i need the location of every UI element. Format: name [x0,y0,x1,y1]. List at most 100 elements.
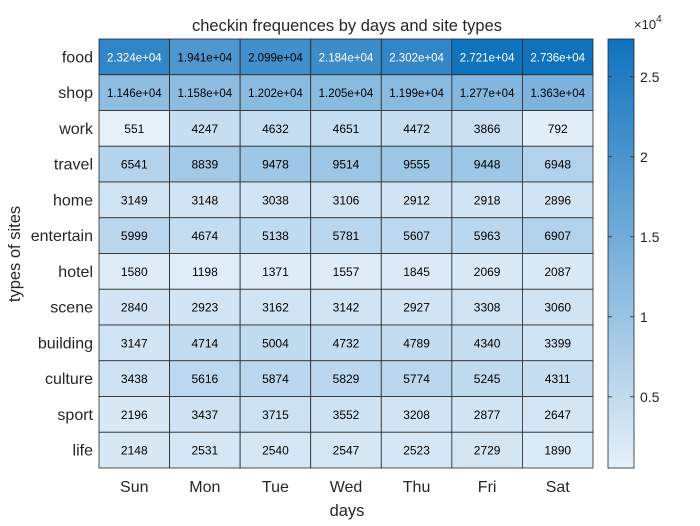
y-tick-label: shop [58,85,93,102]
heatmap-cell [380,217,453,254]
heatmap-cell [522,431,594,469]
x-tick-label: Thu [403,479,431,496]
heatmap-cell [380,431,453,469]
heatmap-cell [169,145,241,183]
colorbar-tick-label: 1 [640,309,648,325]
y-tick-label: sport [57,407,93,424]
y-tick-label: culture [45,371,93,388]
y-tick-label: life [73,443,94,460]
colorbar [607,38,635,469]
heatmap-cell [239,396,312,433]
cell-value-label: 3060 [544,301,571,315]
heatmap-cell [451,431,523,469]
heatmap-cell [310,396,382,433]
heatmap-cell [239,324,312,362]
heatmap-cell [310,288,382,326]
heatmap-cell [451,110,523,147]
heatmap-cell [310,217,382,254]
cell-value-label: 2547 [333,444,360,458]
cell-value-label: 5781 [333,229,360,243]
heatmap-cell [169,110,241,147]
cell-value-label: 5829 [333,372,360,386]
heatmap-cell [239,253,312,290]
y-axis-ticks: food shop work travel home entertain hotel scen… [31,49,94,459]
heatmap-cell [239,110,312,147]
cell-value-label: 792 [548,122,568,136]
heatmap-cell [98,181,170,219]
heatmap-cell [451,288,523,326]
cell-value-label: 2840 [121,301,148,315]
cell-value-label: 2523 [403,444,430,458]
cell-value-label: 3147 [121,336,148,350]
cell-value-label: 2069 [474,265,501,279]
cell-value-label: 1.199e+04 [389,88,444,100]
cell-value-label: 9478 [262,158,289,172]
heatmap-cell [310,253,382,290]
cell-value-label: 1890 [544,444,571,458]
cell-value-label: 5774 [403,372,430,386]
y-tick-label: travel [54,157,93,174]
x-tick-label: Mon [189,479,220,496]
cell-value-label: 2087 [544,265,571,279]
heatmap-cells: 2.324e+04 1.941e+04 2.099e+04 2.184e+04 2.30… [98,38,594,469]
colorbar-tick-label: 0.5 [640,389,660,405]
cell-value-label: 3148 [192,193,219,207]
heatmap-cell [98,431,170,469]
heatmap-cell [522,288,594,326]
cell-value-label: 2.721e+04 [460,52,515,64]
heatmap-cell [169,38,241,76]
heatmap-cell [380,396,453,433]
heatmap-cell [239,38,312,76]
heatmap-cell [98,145,170,183]
cell-value-label: 1.202e+04 [248,88,303,100]
heatmap-cell [380,253,453,290]
cell-value-label: 2927 [403,301,430,315]
cell-value-label: 5963 [474,229,501,243]
cell-value-label: 2877 [474,408,501,422]
cell-value-label: 2531 [192,444,219,458]
cell-value-label: 4340 [474,336,501,350]
y-tick-label: scene [50,300,93,317]
cell-value-label: 4472 [403,122,430,136]
cell-value-label: 2.302e+04 [389,52,444,64]
cell-value-label: 5999 [121,229,148,243]
cell-value-label: 6948 [544,158,571,172]
cell-value-label: 5874 [262,372,289,386]
cell-value-label: 1580 [121,265,148,279]
cell-value-label: 3308 [474,301,501,315]
cell-value-label: 5607 [403,229,430,243]
heatmap-cell [522,253,594,290]
cell-value-label: 2196 [121,408,148,422]
cell-value-label: 3038 [262,193,289,207]
cell-value-label: 1.363e+04 [530,88,585,100]
cell-value-label: 1371 [262,265,289,279]
cell-value-label: 6907 [544,229,571,243]
cell-value-label: 3142 [333,301,360,315]
y-tick-label: work [58,121,94,138]
heatmap-cell [310,145,382,183]
y-tick-label: building [38,335,93,352]
cell-value-label: 3106 [333,193,360,207]
cell-value-label: 3208 [403,408,430,422]
cell-value-label: 2896 [544,193,571,207]
x-tick-label: Tue [262,479,289,496]
heatmap-cell [98,38,170,76]
cell-value-label: 2918 [474,193,501,207]
cell-value-label: 2.099e+04 [248,52,303,64]
heatmap-cell [380,110,453,147]
cell-value-label: 3552 [333,408,360,422]
heatmap-cell [522,74,594,111]
cell-value-label: 2912 [403,193,430,207]
heatmap-cell [522,396,594,433]
heatmap-cell [98,360,170,397]
cell-value-label: 9448 [474,158,501,172]
cell-value-label: 5245 [474,372,501,386]
heatmap-cell [239,181,312,219]
cell-value-label: 5616 [192,372,219,386]
heatmap-cell [451,360,523,397]
colorbar-tick-label: 1.5 [640,229,660,245]
cell-value-label: 3715 [262,408,289,422]
heatmap-cell [310,431,382,469]
x-tick-label: Fri [478,479,497,496]
